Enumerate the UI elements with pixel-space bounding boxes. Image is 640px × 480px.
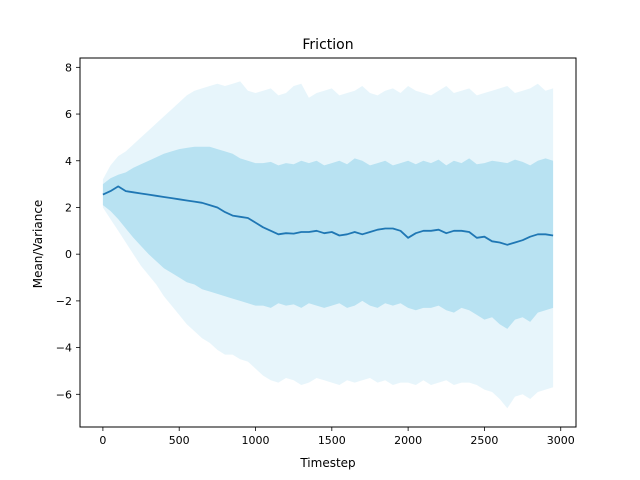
plot-area — [102, 81, 554, 409]
x-tick-label: 1500 — [318, 434, 346, 447]
y-tick-label: 2 — [65, 201, 72, 214]
y-tick-label: 6 — [65, 108, 72, 121]
x-tick-label: 2000 — [394, 434, 422, 447]
chart-title: Friction — [302, 37, 353, 53]
y-tick-label: −6 — [56, 388, 72, 401]
y-tick-label: −2 — [56, 295, 72, 308]
x-tick-label: 2500 — [470, 434, 498, 447]
inner-variance-band — [102, 146, 554, 329]
y-tick-label: 4 — [65, 155, 72, 168]
x-tick-label: 500 — [169, 434, 190, 447]
x-axis-label: Timestep — [299, 456, 355, 470]
mean-line — [102, 185, 554, 246]
y-tick-label: −4 — [56, 342, 72, 355]
x-tick-label: 0 — [99, 434, 106, 447]
y-tick-label: 0 — [65, 248, 72, 261]
outer-variance-band — [102, 81, 554, 409]
x-tick-label: 3000 — [547, 434, 575, 447]
x-tick-label: 1000 — [242, 434, 270, 447]
axes-frame — [79, 57, 577, 428]
axes: 0 500 1000 1500 2000 2500 3000 −6 −4 −2 0 2 4 6 8 — [56, 57, 577, 447]
y-axis-label: Mean/Variance — [31, 200, 45, 289]
y-tick-label: 8 — [65, 61, 72, 74]
